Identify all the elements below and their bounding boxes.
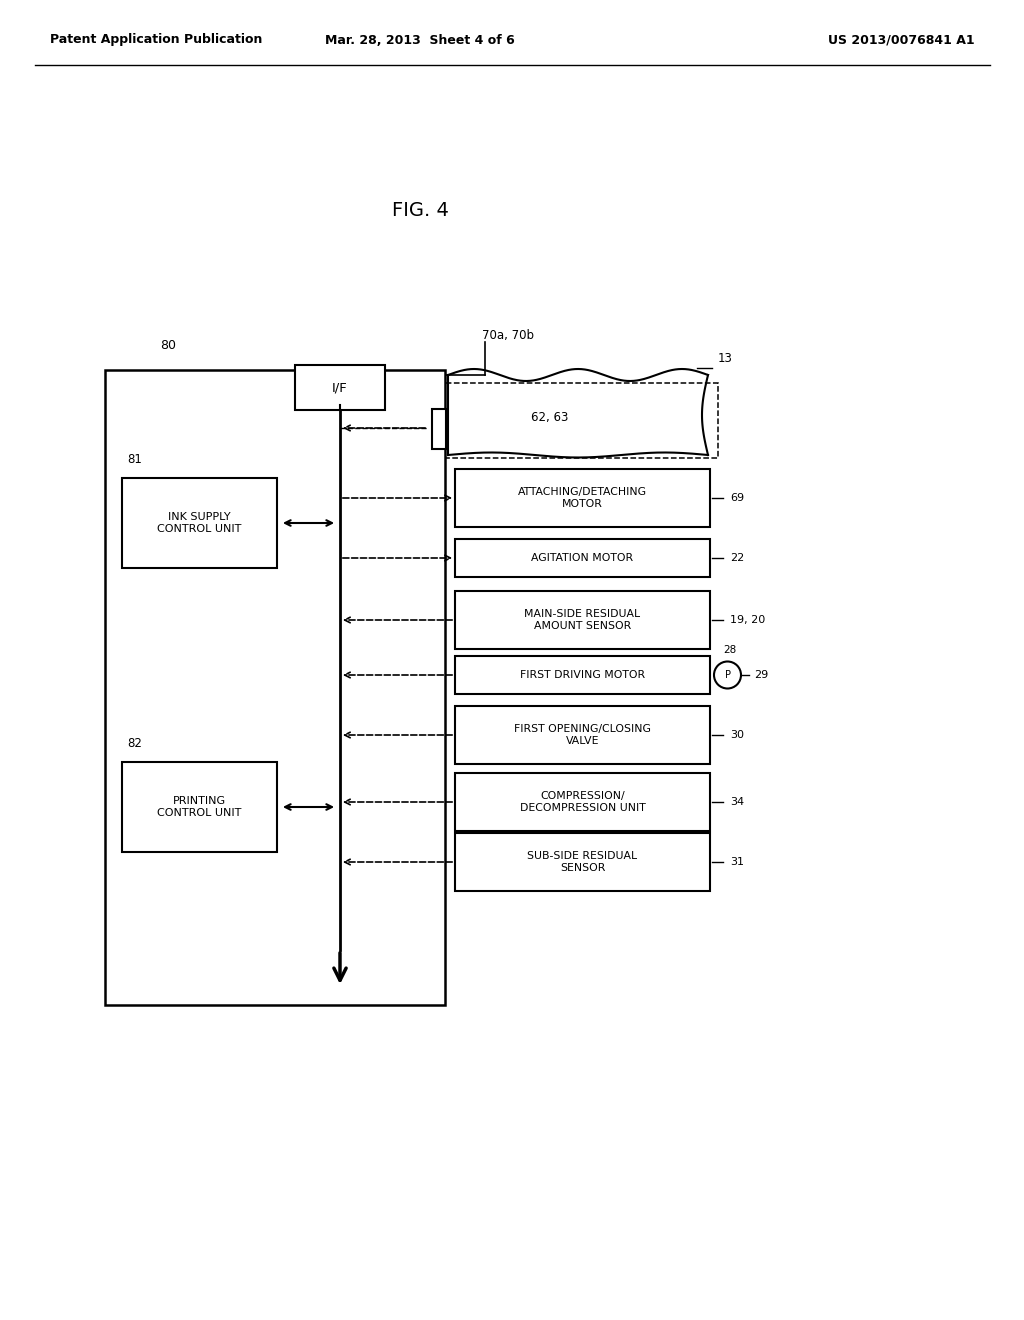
FancyBboxPatch shape xyxy=(455,706,710,764)
Text: INK SUPPLY
CONTROL UNIT: INK SUPPLY CONTROL UNIT xyxy=(158,512,242,533)
FancyBboxPatch shape xyxy=(295,366,385,411)
Text: COMPRESSION/
DECOMPRESSION UNIT: COMPRESSION/ DECOMPRESSION UNIT xyxy=(519,791,645,813)
Text: US 2013/0076841 A1: US 2013/0076841 A1 xyxy=(828,33,975,46)
FancyBboxPatch shape xyxy=(455,539,710,577)
Text: 62, 63: 62, 63 xyxy=(531,412,568,425)
Text: FIRST OPENING/CLOSING
VALVE: FIRST OPENING/CLOSING VALVE xyxy=(514,725,651,746)
Text: Mar. 28, 2013  Sheet 4 of 6: Mar. 28, 2013 Sheet 4 of 6 xyxy=(326,33,515,46)
FancyBboxPatch shape xyxy=(455,656,710,694)
Text: 70a, 70b: 70a, 70b xyxy=(482,329,534,342)
Text: I/F: I/F xyxy=(332,381,348,393)
Text: 13: 13 xyxy=(718,352,733,366)
Text: FIRST DRIVING MOTOR: FIRST DRIVING MOTOR xyxy=(520,671,645,680)
Text: 34: 34 xyxy=(730,797,744,807)
Text: FIG. 4: FIG. 4 xyxy=(391,201,449,219)
FancyBboxPatch shape xyxy=(122,478,278,568)
Text: 29: 29 xyxy=(755,671,769,680)
FancyBboxPatch shape xyxy=(455,591,710,649)
FancyBboxPatch shape xyxy=(455,469,710,527)
FancyBboxPatch shape xyxy=(455,774,710,832)
Text: 22: 22 xyxy=(730,553,744,564)
Text: 81: 81 xyxy=(127,453,142,466)
FancyBboxPatch shape xyxy=(122,762,278,851)
Text: Patent Application Publication: Patent Application Publication xyxy=(50,33,262,46)
FancyBboxPatch shape xyxy=(432,409,446,449)
Text: MAIN-SIDE RESIDUAL
AMOUNT SENSOR: MAIN-SIDE RESIDUAL AMOUNT SENSOR xyxy=(524,610,641,631)
FancyBboxPatch shape xyxy=(428,383,718,458)
Text: P: P xyxy=(725,671,730,680)
Text: SUB-SIDE RESIDUAL
SENSOR: SUB-SIDE RESIDUAL SENSOR xyxy=(527,851,638,873)
FancyBboxPatch shape xyxy=(105,370,445,1005)
Text: 80: 80 xyxy=(160,339,176,352)
Text: ATTACHING/DETACHING
MOTOR: ATTACHING/DETACHING MOTOR xyxy=(518,487,647,508)
Text: 69: 69 xyxy=(730,492,744,503)
Text: AGITATION MOTOR: AGITATION MOTOR xyxy=(531,553,634,564)
Text: 19, 20: 19, 20 xyxy=(730,615,765,624)
Text: 82: 82 xyxy=(127,737,142,750)
Text: 30: 30 xyxy=(730,730,744,741)
Text: PRINTING
CONTROL UNIT: PRINTING CONTROL UNIT xyxy=(158,796,242,818)
Text: 28: 28 xyxy=(724,645,736,655)
Text: 31: 31 xyxy=(730,857,744,867)
FancyBboxPatch shape xyxy=(455,833,710,891)
